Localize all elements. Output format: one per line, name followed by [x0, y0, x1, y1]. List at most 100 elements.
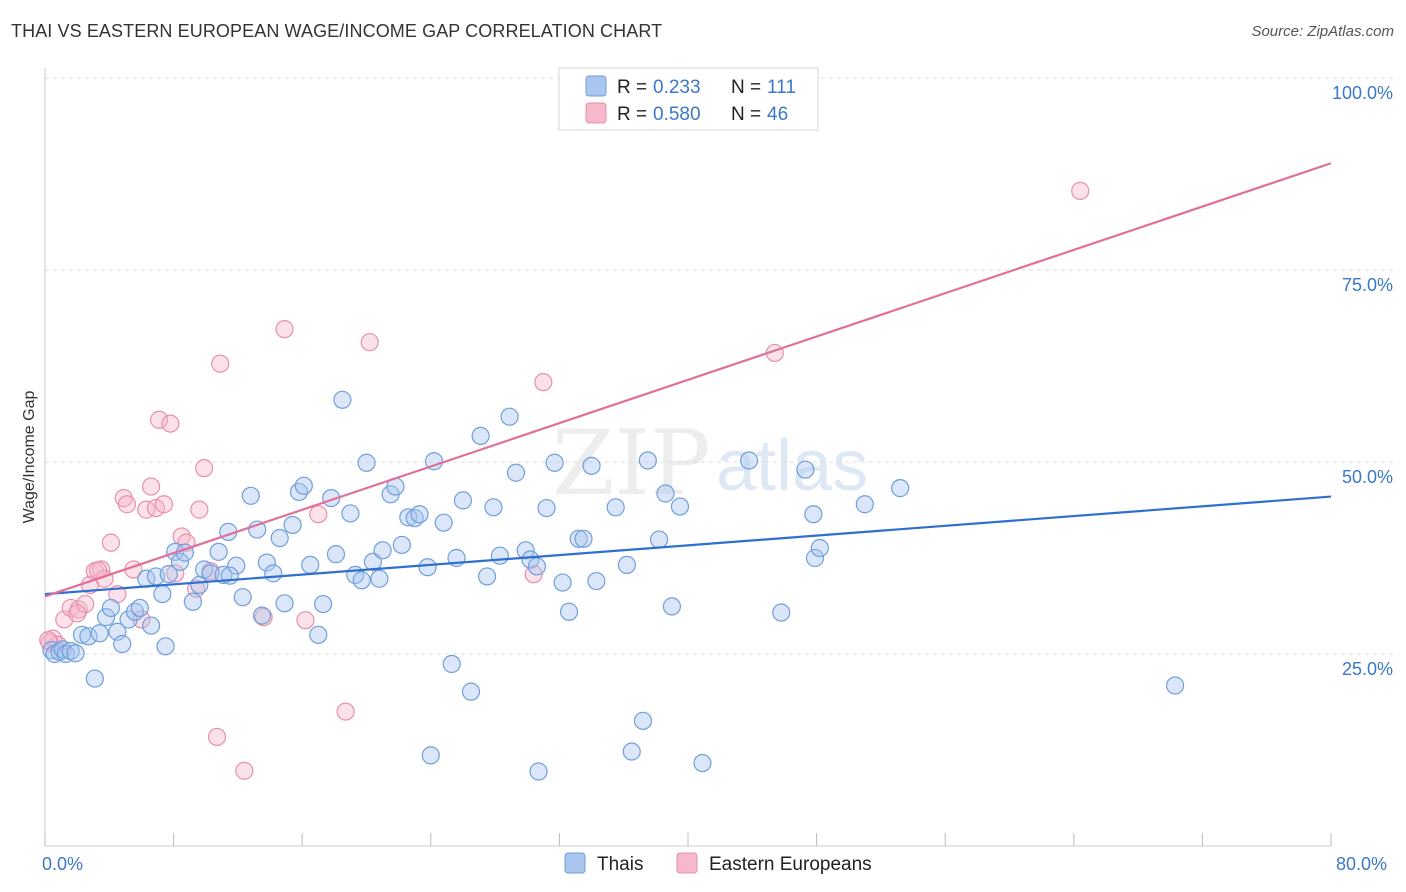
y-tick-label: 25.0%: [1342, 659, 1393, 679]
bottom-legend-swatch-thais: [564, 852, 586, 874]
thai-point: [490, 546, 510, 565]
ee-point: [235, 761, 254, 780]
thai-point: [392, 535, 411, 555]
y-tick-labels: 25.0% 50.0% 75.0% 100.0%: [1332, 83, 1393, 679]
thai-point: [418, 558, 437, 577]
thai-point: [693, 753, 712, 773]
thai-point: [649, 530, 669, 549]
thai-point: [606, 498, 625, 517]
thai-point: [500, 407, 519, 426]
legend-n-label-thais: N =: [731, 77, 761, 98]
ee-point: [309, 505, 328, 524]
thai-point: [516, 541, 535, 560]
legend-r-label-thais: R =: [617, 77, 647, 98]
watermark-zip: ZIP: [552, 411, 711, 516]
ee-point: [534, 373, 553, 392]
legend-n-value-ee: 46: [767, 104, 788, 125]
thai-point: [471, 426, 490, 445]
thai-point: [521, 550, 540, 569]
ee-point: [117, 495, 137, 514]
ee-point: [150, 410, 169, 429]
thai-point: [270, 528, 289, 548]
ee-point: [360, 333, 379, 352]
watermark-atlas: atlas: [716, 426, 868, 506]
legend-r-value-ee: 0.580: [653, 104, 701, 125]
thai-point: [159, 565, 178, 584]
bottom-legend: Thais Eastern Europeans: [564, 852, 872, 875]
thai-point: [141, 616, 161, 635]
thai-point: [527, 557, 546, 576]
ee-point: [207, 727, 227, 747]
thai-point: [275, 594, 294, 613]
thai-point: [633, 711, 653, 730]
y-tick-label: 100.0%: [1332, 83, 1393, 103]
thai-point: [424, 452, 444, 471]
legend-n-value-thais: 111: [767, 77, 796, 98]
thai-point: [233, 588, 252, 607]
thai-point: [638, 451, 657, 470]
legend-n-label-ee: N =: [731, 104, 761, 125]
ee-point: [336, 702, 355, 721]
thai-point: [373, 541, 392, 560]
y-axis-title: Wage/Income Gap: [21, 391, 38, 524]
thai-point: [56, 644, 75, 664]
thai-point: [772, 603, 791, 622]
thai-point: [569, 529, 588, 548]
thai-point: [257, 553, 276, 572]
ee-point: [1071, 181, 1090, 200]
y-tick-label: 50.0%: [1342, 467, 1393, 487]
ee-point: [161, 414, 180, 433]
chart-title: THAI VS EASTERN EUROPEAN WAGE/INCOME GAP…: [11, 21, 663, 41]
thai-point: [553, 573, 572, 592]
legend: R = 0.233 N = 111 R = 0.580 N = 46: [558, 67, 819, 131]
thai-point: [410, 505, 429, 524]
thai-point: [804, 505, 823, 524]
ee-point: [195, 459, 214, 478]
thai-point: [477, 567, 497, 586]
legend-r-value-thais: 0.233: [653, 77, 701, 98]
thai-point: [442, 654, 461, 674]
trend-lines: [44, 162, 1332, 598]
trend-line-thais: [44, 495, 1332, 596]
thai-point: [545, 453, 564, 472]
thai-point: [309, 625, 328, 644]
legend-swatch-thais: [585, 75, 607, 97]
ee-point: [154, 495, 174, 514]
x-ticks: [44, 833, 1332, 846]
thai-point: [370, 569, 389, 588]
thai-point: [289, 482, 309, 502]
thai-point: [326, 545, 346, 564]
thai-point: [453, 491, 473, 510]
ee-point: [190, 500, 209, 519]
thai-point: [241, 486, 260, 505]
thai-point: [399, 508, 418, 527]
ee-point: [101, 533, 121, 552]
thai-point: [79, 627, 98, 646]
thai-point: [113, 634, 132, 654]
thai-point: [855, 495, 874, 514]
thai-point: [101, 598, 121, 618]
trend-line-eastern-europeans: [44, 162, 1332, 598]
thai-point: [333, 390, 352, 409]
thai-point: [301, 555, 320, 575]
thai-point: [461, 682, 481, 701]
thai-point: [357, 453, 376, 472]
thai-point: [61, 641, 80, 661]
thai-point: [739, 451, 759, 470]
thai-point: [796, 460, 815, 479]
ee-point: [141, 477, 161, 496]
thai-point: [484, 498, 503, 517]
thai-point: [283, 515, 302, 535]
thai-point: [341, 504, 360, 523]
y-tick-label: 75.0%: [1342, 275, 1393, 295]
thai-point: [810, 538, 829, 558]
bottom-legend-swatch-ee: [676, 852, 698, 874]
thai-point: [537, 498, 556, 518]
thai-point: [313, 594, 333, 614]
ee-point: [211, 354, 230, 373]
thai-point: [227, 556, 246, 575]
thai-point: [559, 602, 579, 621]
thai-point: [90, 624, 109, 643]
thai-point: [656, 484, 675, 503]
